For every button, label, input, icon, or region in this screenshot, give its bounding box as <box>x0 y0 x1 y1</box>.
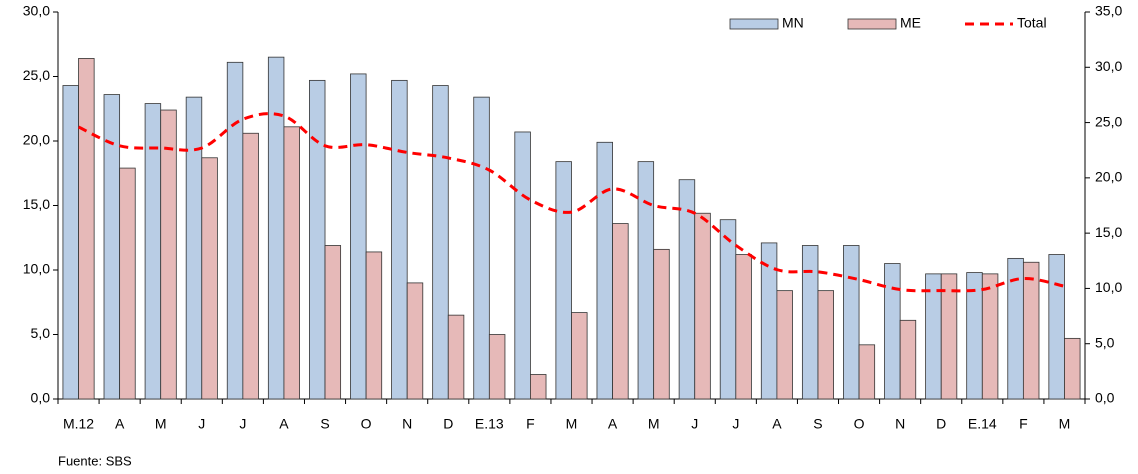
bar <box>185 96 203 400</box>
x-tick-label: S <box>813 416 822 432</box>
x-tick-label: M.12 <box>63 416 94 432</box>
bar <box>760 242 778 400</box>
source-note: Fuente: SBS <box>58 453 132 468</box>
bar <box>242 132 259 400</box>
y2-tick-label: 0,0 <box>1095 390 1115 406</box>
x-tick-label: E.13 <box>475 416 504 432</box>
x-tick-label: N <box>895 416 905 432</box>
y-tick-label: 15,0 <box>23 196 50 212</box>
bar <box>324 245 342 400</box>
y2-tick-label: 10,0 <box>1095 279 1122 295</box>
x-tick-label: F <box>1019 416 1028 432</box>
y2-tick-label: 5,0 <box>1095 334 1115 350</box>
bar <box>365 251 383 400</box>
legend-label: MN <box>782 15 804 31</box>
y2-tick-label: 20,0 <box>1095 169 1122 185</box>
legend-swatch <box>729 18 779 30</box>
bar <box>283 126 300 400</box>
bar <box>571 312 588 400</box>
x-tick-label: N <box>402 416 412 432</box>
bar <box>776 290 793 400</box>
y-tick-label: 20,0 <box>23 132 50 148</box>
bar <box>226 61 244 400</box>
bar <box>1022 261 1040 400</box>
x-tick-label: M <box>1059 416 1071 432</box>
y-tick-label: 10,0 <box>23 261 50 277</box>
x-tick-label: A <box>115 416 125 432</box>
x-tick-label: S <box>320 416 329 432</box>
bar <box>694 212 711 400</box>
y-tick-label: 0,0 <box>31 390 51 406</box>
legend-label: ME <box>900 15 921 31</box>
x-tick-label: O <box>361 416 372 432</box>
bar <box>350 73 367 400</box>
y-tick-label: 25,0 <box>23 67 50 83</box>
x-tick-label: D <box>443 416 453 432</box>
bar <box>530 374 547 400</box>
x-tick-label: A <box>279 416 289 432</box>
bar <box>406 282 424 400</box>
bar <box>1064 337 1081 400</box>
x-tick-label: M <box>155 416 167 432</box>
bar <box>925 273 942 400</box>
x-tick-label: A <box>608 416 618 432</box>
bar <box>78 58 95 400</box>
legend-swatch <box>847 18 897 30</box>
bar <box>637 161 655 400</box>
bar <box>884 263 901 400</box>
bar <box>653 248 670 400</box>
x-tick-label: E.14 <box>968 416 997 432</box>
bar <box>843 245 860 400</box>
bar <box>981 273 999 400</box>
bar <box>309 79 326 400</box>
bar <box>473 96 490 400</box>
bar <box>1048 254 1065 400</box>
bar <box>596 141 613 400</box>
bar <box>201 157 218 400</box>
x-tick-label: M <box>566 416 578 432</box>
x-tick-label: F <box>526 416 535 432</box>
y2-tick-label: 25,0 <box>1095 113 1122 129</box>
x-tick-label: J <box>198 416 205 432</box>
bar <box>940 273 958 400</box>
bar <box>488 334 506 400</box>
bar <box>62 85 79 400</box>
bar <box>160 109 177 400</box>
x-tick-label: J <box>691 416 698 432</box>
x-tick-label: J <box>732 416 739 432</box>
bar <box>735 254 752 400</box>
bar <box>555 161 572 400</box>
bar <box>267 56 285 400</box>
x-tick-label: A <box>772 416 782 432</box>
x-tick-label: D <box>936 416 946 432</box>
line <box>77 112 1065 293</box>
y2-tick-label: 30,0 <box>1095 58 1122 74</box>
bar <box>119 167 136 400</box>
bar <box>432 85 449 400</box>
x-tick-label: O <box>854 416 865 432</box>
bar <box>899 319 917 400</box>
bar <box>612 223 629 400</box>
y2-tick-label: 15,0 <box>1095 224 1122 240</box>
y-tick-label: 5,0 <box>31 325 51 341</box>
legend-label: Total <box>1017 15 1047 31</box>
bar <box>447 314 465 400</box>
bar <box>801 245 819 400</box>
x-tick-label: M <box>648 416 660 432</box>
bar <box>514 131 531 400</box>
bar <box>817 290 834 400</box>
bar <box>858 344 876 400</box>
y2-tick-label: 35,0 <box>1095 3 1122 19</box>
bar <box>719 219 737 400</box>
y-tick-label: 30,0 <box>23 3 50 19</box>
x-tick-label: J <box>239 416 246 432</box>
bar <box>391 79 408 400</box>
